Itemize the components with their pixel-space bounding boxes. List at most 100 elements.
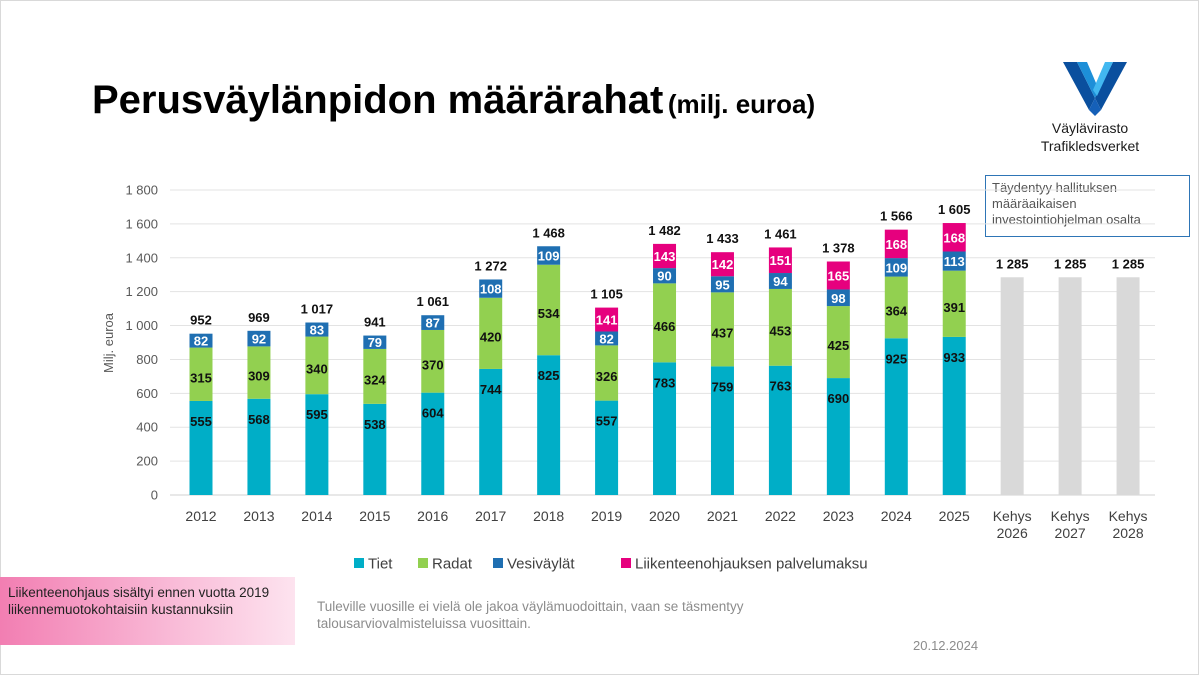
bar-segment xyxy=(305,322,329,337)
callout-box: Täydentyy hallituksen määräaikaisen inve… xyxy=(985,175,1190,237)
data-label: 340 xyxy=(306,361,328,376)
bar-segment xyxy=(653,283,677,363)
bar-segment xyxy=(363,403,387,495)
total-label: 1 468 xyxy=(532,225,565,240)
bar-segment xyxy=(942,336,966,495)
x-tick-label: 2018 xyxy=(533,508,564,524)
title-main: Perusväylänpidon määrärahat xyxy=(92,78,664,122)
bar-segment xyxy=(595,331,619,346)
bar-segment xyxy=(305,336,329,395)
slide-date: 20.12.2024 xyxy=(913,638,979,653)
total-label: 1 566 xyxy=(880,209,913,224)
bar-segment xyxy=(1116,277,1140,495)
data-label: 825 xyxy=(538,368,560,383)
data-label: 315 xyxy=(190,370,212,385)
bar-segment xyxy=(363,348,387,404)
x-tick-label: 2015 xyxy=(359,508,390,524)
legend-label: Vesiväylät xyxy=(507,556,575,573)
data-label: 108 xyxy=(480,282,502,297)
bar-segment xyxy=(768,288,792,366)
x-tick-label: 2012 xyxy=(185,508,216,524)
vaylavirasto-logo-icon xyxy=(1063,62,1127,116)
total-label: 1 285 xyxy=(1112,256,1145,271)
bar-segment xyxy=(247,398,271,495)
bar-segment xyxy=(884,338,908,495)
data-label: 425 xyxy=(828,338,850,353)
data-label: 534 xyxy=(538,306,560,321)
x-tick-label: 2017 xyxy=(475,508,506,524)
data-label: 933 xyxy=(943,350,965,365)
bar-segment xyxy=(768,365,792,495)
bar-segment xyxy=(421,392,445,495)
x-tick-label: 2025 xyxy=(939,508,970,524)
bar-segment xyxy=(1058,277,1082,495)
total-label: 1 017 xyxy=(301,302,334,317)
page-title: Perusväylänpidon määrärahat (milj. euroa… xyxy=(92,78,815,123)
title-unit: (milj. euroa) xyxy=(667,89,816,119)
bar-segment xyxy=(363,335,387,349)
data-label: 453 xyxy=(770,323,792,338)
data-label: 324 xyxy=(364,372,386,387)
bar-segment xyxy=(595,345,619,401)
total-label: 1 285 xyxy=(1054,256,1087,271)
bar-segment xyxy=(537,264,561,356)
data-label: 925 xyxy=(885,351,907,366)
total-label: 1 461 xyxy=(764,226,797,241)
y-tick-label: 400 xyxy=(136,420,158,435)
y-tick-label: 600 xyxy=(136,386,158,401)
x-tick-label: 2023 xyxy=(823,508,854,524)
y-tick-label: 1 600 xyxy=(125,216,158,231)
data-label: 82 xyxy=(599,331,613,346)
data-label: 151 xyxy=(770,253,792,268)
bar-segment xyxy=(710,252,734,277)
data-label: 82 xyxy=(194,334,208,349)
bar-segment xyxy=(189,333,213,348)
data-label: 168 xyxy=(885,237,907,252)
data-label: 142 xyxy=(712,257,734,272)
traffic-control-note: Liikenteenohjaus sisältyi ennen vuotta 2… xyxy=(0,577,295,645)
bar-segment xyxy=(1000,277,1024,495)
bar-segment xyxy=(247,346,271,399)
bar-segment xyxy=(884,229,908,259)
data-label: 109 xyxy=(885,260,907,275)
data-label: 98 xyxy=(831,291,845,306)
data-label: 364 xyxy=(885,303,907,318)
bar-segment xyxy=(768,247,792,274)
bar-segment xyxy=(189,347,213,401)
bar-segment xyxy=(653,268,677,284)
total-label: 1 105 xyxy=(590,287,623,302)
x-tick-label: 2014 xyxy=(301,508,332,524)
x-tick-label: 2021 xyxy=(707,508,738,524)
data-label: 555 xyxy=(190,414,212,429)
bar-segment xyxy=(305,394,329,495)
data-label: 557 xyxy=(596,414,618,429)
x-tick-label: Kehys 2028 xyxy=(1109,508,1148,541)
total-label: 1 605 xyxy=(938,202,971,217)
bar-segment xyxy=(942,223,966,252)
data-label: 759 xyxy=(712,379,734,394)
x-tick-label: 2024 xyxy=(881,508,912,524)
bar-segment xyxy=(826,378,850,495)
data-label: 87 xyxy=(426,316,440,331)
y-tick-label: 0 xyxy=(151,488,158,503)
bar-segment xyxy=(479,279,503,298)
data-label: 92 xyxy=(252,332,266,347)
data-label: 437 xyxy=(712,325,734,340)
data-label: 783 xyxy=(654,375,676,390)
data-label: 744 xyxy=(480,382,502,397)
legend-label: Radat xyxy=(432,556,473,573)
bar-segment xyxy=(826,261,850,290)
y-tick-label: 1 200 xyxy=(125,284,158,299)
y-tick-label: 1 800 xyxy=(125,183,158,198)
data-label: 141 xyxy=(596,313,618,328)
bar-segment xyxy=(942,270,966,337)
bar-segment xyxy=(247,330,271,347)
data-label: 420 xyxy=(480,329,502,344)
x-tick-label: 2022 xyxy=(765,508,796,524)
data-label: 309 xyxy=(248,369,270,384)
bar-segment xyxy=(710,292,734,367)
data-label: 94 xyxy=(773,274,788,289)
data-label: 79 xyxy=(368,335,382,350)
